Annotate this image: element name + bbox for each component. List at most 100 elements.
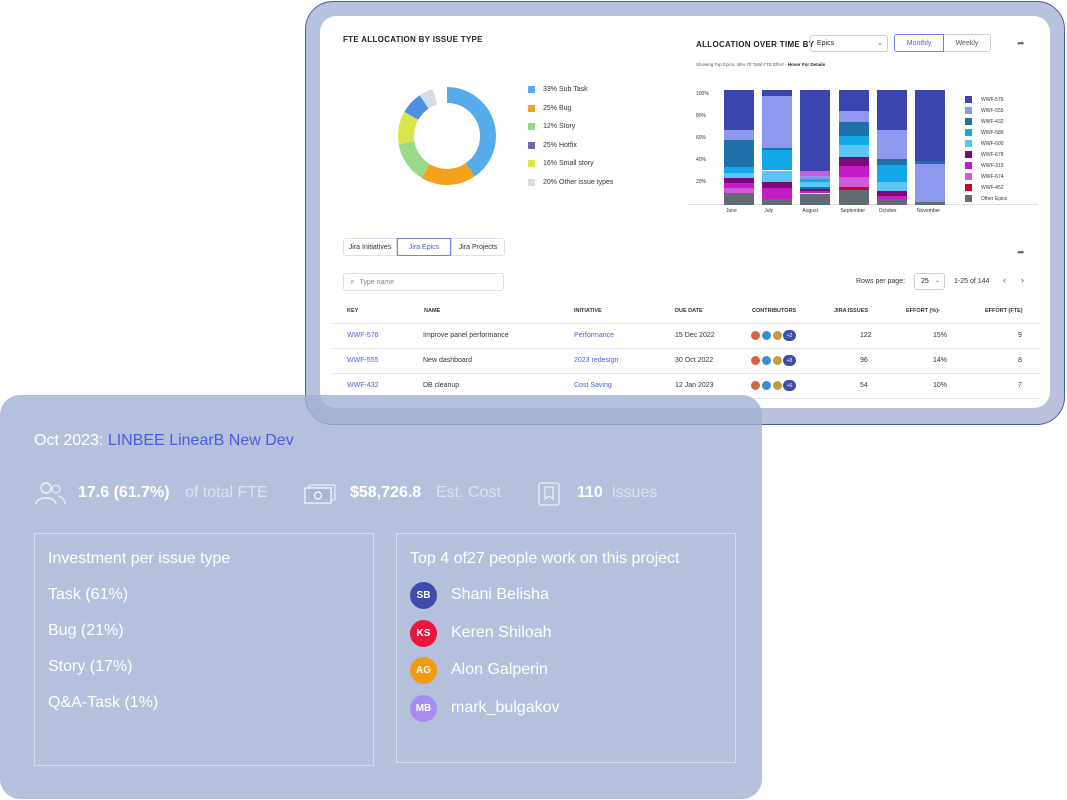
tab-jira-projects[interactable]: Jira Projects xyxy=(451,238,505,256)
bar-segment[interactable] xyxy=(762,182,793,188)
table-header-cell[interactable]: EFFORT (%) xyxy=(906,308,939,314)
bar-segment[interactable] xyxy=(876,90,907,131)
epic-key-link[interactable]: WWF-555 xyxy=(347,357,379,364)
sort-desc-icon[interactable]: ⌄ xyxy=(936,307,942,313)
x-tick-label: July xyxy=(764,208,774,214)
bar-legend-item: WWF-452 xyxy=(965,184,1004,191)
bar-segment[interactable] xyxy=(724,193,754,205)
contributor-avatar[interactable] xyxy=(772,355,783,366)
bar-segment[interactable] xyxy=(800,90,831,171)
donut-slice-small-story xyxy=(398,87,496,185)
fte-legend-item: 20% Other issue types xyxy=(528,178,613,186)
contributor-avatar[interactable] xyxy=(761,380,772,391)
next-page-icon[interactable]: › xyxy=(1021,275,1024,285)
bar-segment[interactable] xyxy=(800,191,831,194)
bar-segment[interactable] xyxy=(838,145,869,157)
cost-suffix: Est. Cost xyxy=(436,484,501,501)
bar-segment[interactable] xyxy=(724,178,754,183)
bar-segment[interactable] xyxy=(876,199,907,205)
bar-segment[interactable] xyxy=(762,147,793,150)
initiative-link[interactable]: 2023 redesign xyxy=(574,357,619,364)
share-icon[interactable]: ➦ xyxy=(1017,38,1025,48)
table-header-cell[interactable]: INITIATIVE xyxy=(574,308,602,314)
bar-segment[interactable] xyxy=(724,173,754,178)
bar-segment[interactable] xyxy=(915,161,945,164)
person-name[interactable]: Keren Shiloah xyxy=(451,623,552,641)
allocation-group-select[interactable]: Epics ⌄ xyxy=(810,35,888,52)
bar-segment[interactable] xyxy=(762,187,793,200)
bar-segment[interactable] xyxy=(838,156,869,166)
bar-segment[interactable] xyxy=(838,177,869,187)
epic-key-link[interactable]: WWF-576 xyxy=(347,332,379,339)
bar-segment[interactable] xyxy=(724,130,754,140)
bar-segment[interactable] xyxy=(762,199,793,205)
bar-segment[interactable] xyxy=(838,122,869,136)
bar-segment[interactable] xyxy=(838,136,869,146)
bar-segment[interactable] xyxy=(762,170,793,182)
bar-segment[interactable] xyxy=(800,178,831,182)
search-input[interactable]: ⌕ Type name xyxy=(343,273,504,291)
contributor-avatar[interactable] xyxy=(750,380,761,391)
contributor-avatar[interactable] xyxy=(772,330,783,341)
tab-jira-epics[interactable]: Jira Epics xyxy=(397,238,451,256)
project-link[interactable]: LINBEE LinearB New Dev xyxy=(107,432,294,449)
bar-segment[interactable] xyxy=(876,164,907,182)
bar-segment[interactable] xyxy=(876,191,907,196)
person-name[interactable]: Shani Belisha xyxy=(451,586,549,603)
fte-donut-chart[interactable] xyxy=(396,85,498,187)
contributor-avatar[interactable] xyxy=(761,355,772,366)
table-header-cell[interactable]: DUE DATE xyxy=(675,308,703,314)
bar-segment[interactable] xyxy=(838,190,869,205)
more-contributors-badge[interactable]: +8 xyxy=(783,355,796,366)
tab-jira-initiatives[interactable]: Jira Initiatives xyxy=(343,238,397,256)
fte-legend-item: 12% Story xyxy=(528,123,575,130)
bar-segment[interactable] xyxy=(876,159,907,165)
bar-segment[interactable] xyxy=(800,182,831,187)
bar-segment[interactable] xyxy=(800,188,831,192)
toggle-monthly[interactable]: Monthly xyxy=(894,34,944,52)
person-name[interactable]: Alon Galperin xyxy=(451,661,548,678)
table-header-cell[interactable]: JIRA ISSUES xyxy=(834,308,869,314)
bar-segment[interactable] xyxy=(876,130,907,159)
bar-segment[interactable] xyxy=(876,182,907,192)
bar-segment[interactable] xyxy=(915,90,945,162)
bar-segment[interactable] xyxy=(876,195,907,200)
bar-segment[interactable] xyxy=(724,167,754,173)
bar-segment[interactable] xyxy=(800,176,831,179)
contributor-avatar[interactable] xyxy=(750,355,761,366)
bar-segment[interactable] xyxy=(724,140,754,167)
initiative-link[interactable]: Cost Saving xyxy=(574,382,612,389)
bar-segment[interactable] xyxy=(838,186,869,191)
person-name[interactable]: mark_bulgakov xyxy=(451,698,560,716)
table-header-cell[interactable]: CONTRIBUTORS xyxy=(752,308,797,314)
bar-segment[interactable] xyxy=(915,201,945,205)
share-table-icon[interactable]: ➦ xyxy=(1017,247,1025,257)
table-header-cell[interactable]: EFFORT (FTE) xyxy=(985,308,1023,314)
bar-segment[interactable] xyxy=(800,193,831,205)
table-header-cell[interactable]: KEY xyxy=(347,308,359,314)
toggle-weekly[interactable]: Weekly xyxy=(944,34,991,52)
bar-segment[interactable] xyxy=(800,170,831,177)
prev-page-icon[interactable]: ‹ xyxy=(1003,275,1006,285)
bar-segment[interactable] xyxy=(724,90,754,130)
contributor-avatar[interactable] xyxy=(750,330,761,341)
bar-segment[interactable] xyxy=(838,90,869,111)
table-header-cell[interactable]: NAME xyxy=(424,308,441,314)
bar-segment[interactable] xyxy=(800,186,831,189)
bar-segment[interactable] xyxy=(762,95,793,148)
initiative-link[interactable]: Performance xyxy=(574,332,615,339)
bar-segment[interactable] xyxy=(838,110,869,123)
bar-segment[interactable] xyxy=(724,183,754,188)
bar-segment[interactable] xyxy=(724,188,754,193)
bar-segment[interactable] xyxy=(762,90,793,96)
bar-segment[interactable] xyxy=(838,165,869,178)
rows-per-page-select[interactable]: 25 ⌄ xyxy=(914,273,945,290)
contributor-avatar[interactable] xyxy=(761,330,772,341)
epic-key-link[interactable]: WWF-432 xyxy=(347,382,379,389)
y-tick-label: 80% xyxy=(696,113,707,119)
bar-segment[interactable] xyxy=(915,163,945,202)
bar-segment[interactable] xyxy=(762,149,793,171)
contributor-avatar[interactable] xyxy=(772,380,783,391)
more-contributors-badge[interactable]: +6 xyxy=(783,380,796,391)
more-contributors-badge[interactable]: +2 xyxy=(783,330,796,341)
